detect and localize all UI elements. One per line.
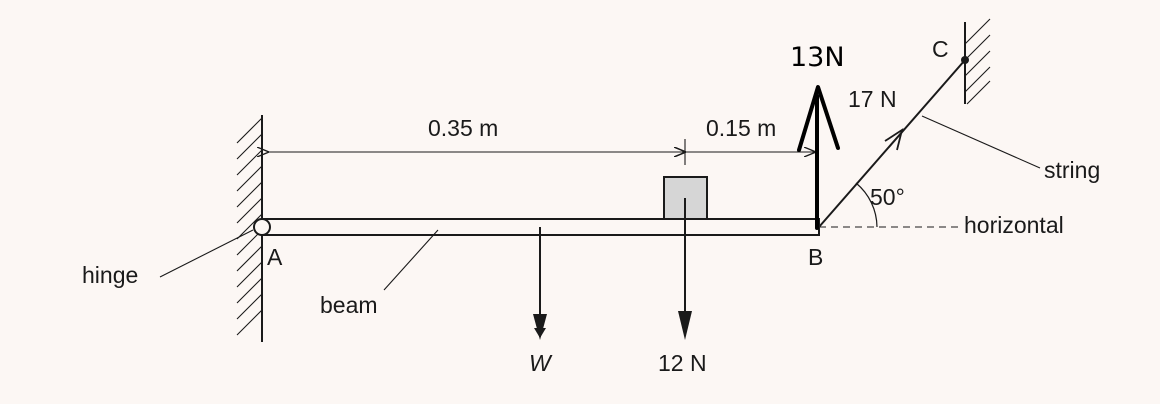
string-label: string [1044, 157, 1100, 183]
handwritten-force-label: 13N [790, 42, 845, 73]
angle-arc [855, 182, 878, 228]
hinge-label: hinge [82, 262, 138, 288]
handwritten-force-arrow [797, 85, 840, 230]
hinge-pin [253, 218, 271, 236]
angle-label: 50° [870, 184, 905, 210]
dimension-lines [268, 139, 815, 165]
leader-lines [159, 115, 1041, 291]
load-label: 12 N [658, 350, 707, 376]
weight-arrowhead [533, 314, 547, 340]
tension-label: 17 N [848, 86, 897, 112]
string-arrowhead [884, 128, 904, 151]
weight-label: W [529, 350, 553, 376]
dim-left-label: 0.35 m [428, 115, 498, 141]
point-c-dot [961, 56, 969, 64]
right-wall [964, 18, 991, 105]
point-c-label: C [932, 36, 949, 62]
dim-right-label: 0.15 m [706, 115, 776, 141]
load-arrowhead [678, 311, 692, 340]
beam-label: beam [320, 292, 378, 318]
string-line [818, 59, 966, 228]
point-a-label: A [267, 244, 283, 270]
point-b-label: B [808, 244, 823, 270]
horizontal-label: horizontal [964, 212, 1064, 238]
